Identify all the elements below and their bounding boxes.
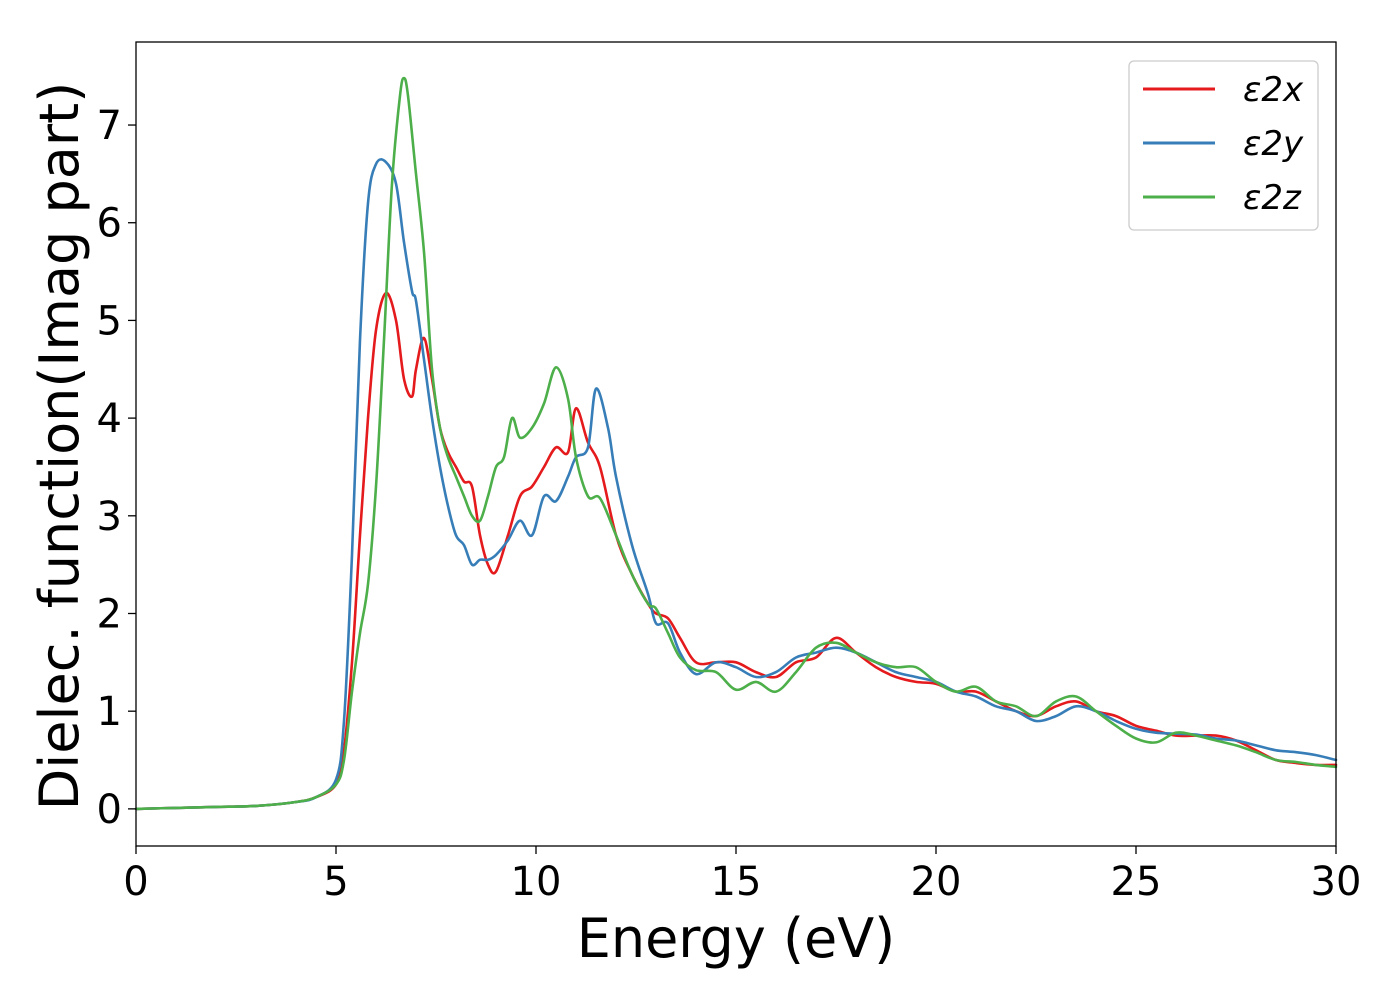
x-tick-label: 20 <box>911 859 962 905</box>
legend: ε2x ε2y ε2z <box>1128 60 1319 231</box>
x-axis-ticks: 0 5 10 15 20 25 30 <box>123 846 1361 905</box>
legend-label: ε2y <box>1243 124 1304 164</box>
plot-frame <box>135 41 1337 847</box>
y-tick-label: 2 <box>97 591 122 637</box>
series-line-1 <box>134 158 1338 811</box>
x-tick-label: 0 <box>123 859 148 905</box>
y-tick-label: 1 <box>97 689 122 735</box>
x-tick-label: 5 <box>323 859 348 905</box>
x-tick-label: 10 <box>511 859 562 905</box>
x-tick-label: 30 <box>1311 859 1362 905</box>
y-axis-ticks: 0 1 2 3 4 5 6 7 <box>97 103 136 833</box>
y-tick-label: 4 <box>97 396 122 442</box>
x-axis-label: Energy (eV) <box>577 907 896 970</box>
legend-label: ε2z <box>1243 178 1302 218</box>
y-tick-label: 7 <box>97 103 122 149</box>
legend-label: ε2x <box>1243 70 1304 110</box>
y-tick-label: 3 <box>97 494 122 540</box>
y-tick-label: 0 <box>97 787 122 833</box>
y-tick-label: 6 <box>97 201 122 247</box>
y-axis-label: Dielec. function(Imag part) <box>28 82 91 811</box>
legend-box <box>1128 60 1319 231</box>
x-tick-label: 15 <box>711 859 762 905</box>
series-line-2 <box>134 76 1338 811</box>
x-tick-label: 25 <box>1111 859 1162 905</box>
y-tick-label: 5 <box>97 298 122 344</box>
series-layer <box>134 76 1338 811</box>
